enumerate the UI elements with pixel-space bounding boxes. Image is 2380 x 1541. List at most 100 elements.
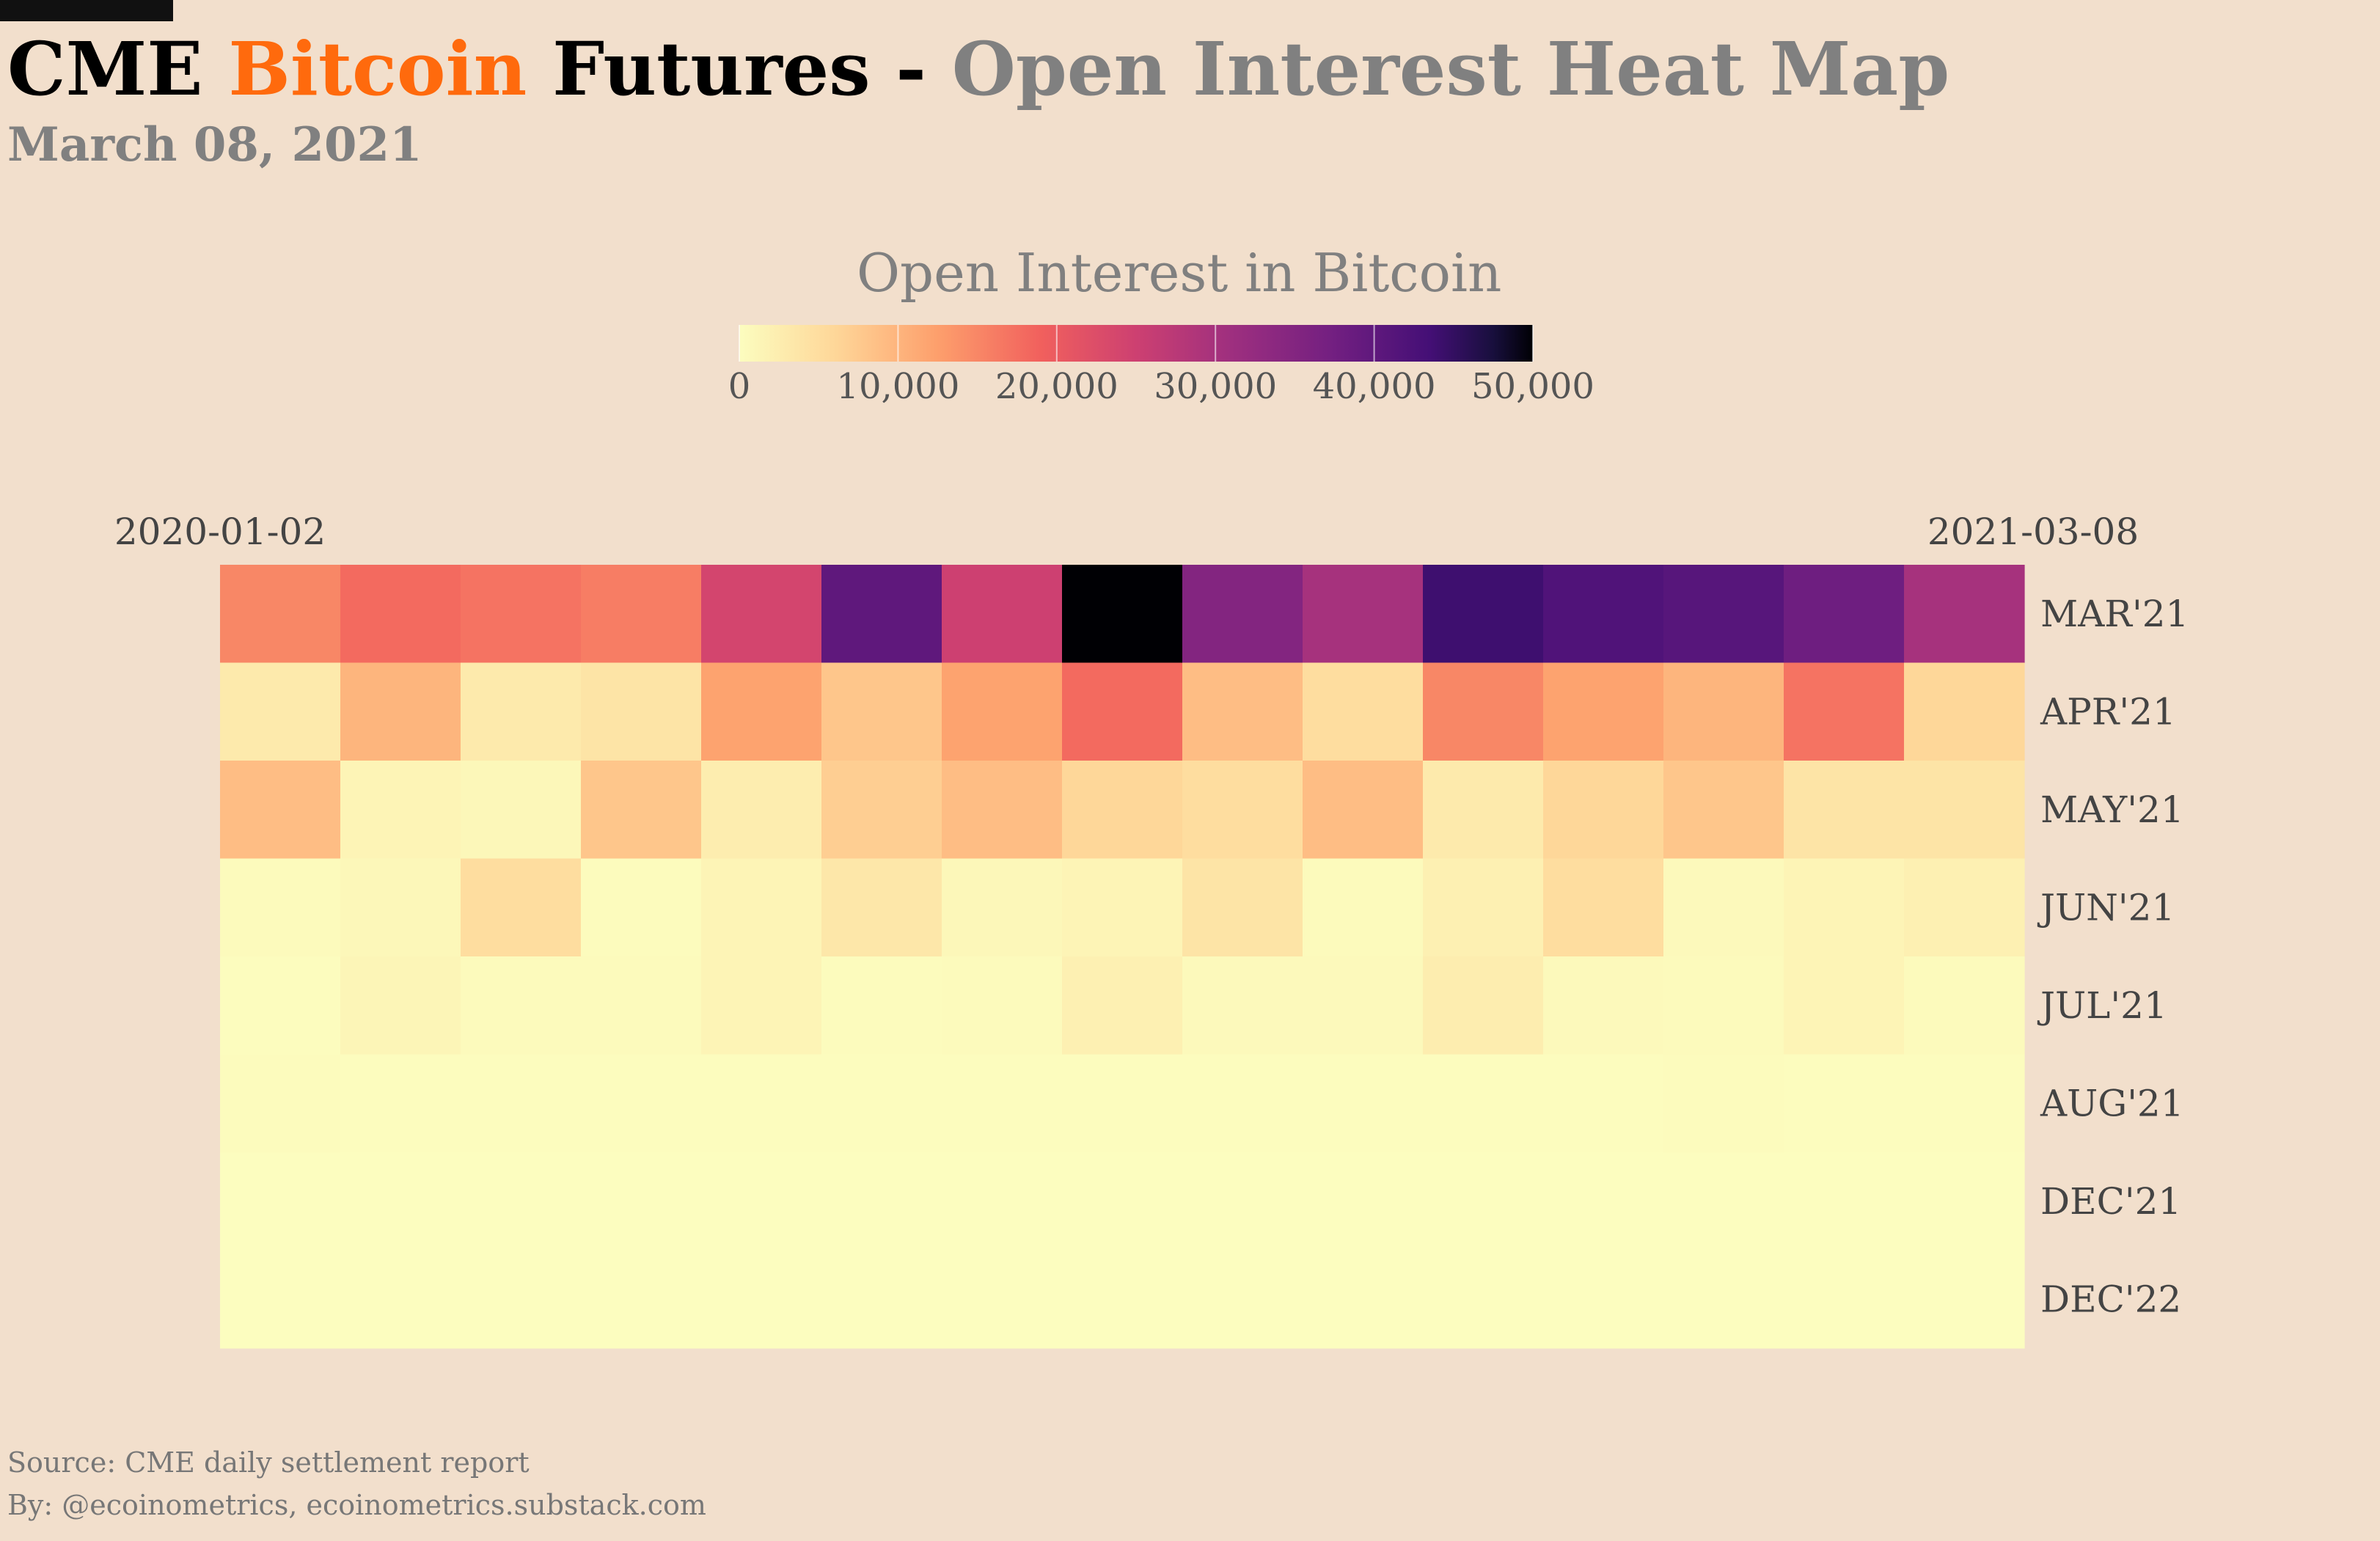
heatmap-cell	[821, 761, 942, 860]
heatmap-cell	[1904, 565, 2025, 664]
heatmap-cell	[581, 565, 702, 664]
row-label: MAR'21	[2040, 593, 2189, 635]
heatmap-cell	[1182, 565, 1303, 664]
heatmap-cell	[581, 858, 702, 957]
heatmap-cell	[220, 858, 341, 957]
heatmap-cell	[821, 1250, 942, 1349]
heatmap-cell	[1904, 858, 2025, 957]
heatmap-cell	[1182, 858, 1303, 957]
heatmap-row	[220, 761, 2025, 860]
author-note: By: @ecoinometrics, ecoinometrics.substa…	[7, 1489, 706, 1521]
heatmap-cell	[1543, 956, 1664, 1055]
heatmap-cell	[1423, 1054, 1544, 1153]
heatmap-cell	[461, 1250, 582, 1349]
heatmap-cell	[340, 858, 461, 957]
heatmap-cell	[1062, 1054, 1183, 1153]
heatmap-cells	[220, 565, 2025, 1349]
heatmap-cell	[1182, 956, 1303, 1055]
chart-title: CME Bitcoin Futures - Open Interest Heat…	[7, 25, 1949, 113]
heatmap-cell	[1663, 761, 1784, 860]
heatmap-cell	[1303, 1152, 1424, 1251]
x-start-label: 2020-01-02	[114, 510, 326, 553]
heatmap-cell	[461, 761, 582, 860]
colorbar-tick-label: 40,000	[1313, 366, 1436, 407]
heatmap-cell	[220, 565, 341, 664]
heatmap-cell	[821, 1054, 942, 1153]
heatmap-cell	[1303, 1250, 1424, 1349]
heatmap-cell	[1423, 1250, 1544, 1349]
heatmap-cell	[1904, 956, 2025, 1055]
heatmap-cell	[461, 1152, 582, 1251]
heatmap-cell	[1303, 858, 1424, 957]
heatmap-cell	[340, 1054, 461, 1153]
heatmap-cell	[1182, 662, 1303, 761]
heatmap-cell	[701, 956, 822, 1055]
heatmap-cell	[1663, 565, 1784, 664]
heatmap-cell	[942, 565, 1063, 664]
heatmap-row	[220, 1054, 2025, 1153]
title-part-bitcoin: Bitcoin	[228, 26, 527, 112]
heatmap-cell	[220, 662, 341, 761]
heatmap-cell	[1904, 1152, 2025, 1251]
top-accent-bar	[0, 0, 173, 21]
heatmap-cell	[942, 1250, 1063, 1349]
heatmap-cell	[942, 1152, 1063, 1251]
heatmap-cell	[1784, 1152, 1905, 1251]
heatmap-cell	[1303, 565, 1424, 664]
colorbar-tick-label: 50,000	[1471, 366, 1594, 407]
colorbar-title: Open Interest in Bitcoin	[857, 242, 1502, 304]
heatmap-cell	[1062, 662, 1183, 761]
title-part-futures: Futures -	[527, 26, 952, 112]
heatmap-cell	[1423, 565, 1544, 664]
heatmap-cell	[1182, 761, 1303, 860]
colorbar: 0 10,000 20,000 30,000 40,000 50,000	[728, 325, 1594, 407]
row-label: DEC'21	[2040, 1180, 2181, 1223]
heatmap-cell	[581, 1152, 702, 1251]
heatmap-cell	[1904, 1054, 2025, 1153]
row-label: DEC'22	[2040, 1278, 2181, 1320]
heatmap-cell	[1303, 761, 1424, 860]
heatmap-cell	[1423, 956, 1544, 1055]
heatmap-cell	[1663, 1250, 1784, 1349]
heatmap-cell	[1423, 662, 1544, 761]
heatmap-cell	[581, 956, 702, 1055]
heatmap-cell	[461, 858, 582, 957]
heatmap-cell	[340, 956, 461, 1055]
heatmap-cell	[821, 1152, 942, 1251]
title-part-cme: CME	[7, 26, 229, 112]
heatmap-cell	[701, 858, 822, 957]
heatmap-cell	[1784, 1250, 1905, 1349]
heatmap-cell	[1182, 1054, 1303, 1153]
row-label: JUL'21	[2037, 984, 2167, 1027]
heatmap-row	[220, 858, 2025, 957]
heatmap-cell	[220, 1054, 341, 1153]
heatmap-cell	[581, 1250, 702, 1349]
heatmap-cell	[701, 662, 822, 761]
heatmap-cell	[1423, 858, 1544, 957]
heatmap-cell	[581, 662, 702, 761]
heatmap-cell	[701, 1152, 822, 1251]
heatmap-cell	[1062, 565, 1183, 664]
source-note: Source: CME daily settlement report	[7, 1446, 530, 1479]
y-axis-labels: MAR'21 APR'21 MAY'21 JUN'21 JUL'21 AUG'21 DEC'…	[2037, 593, 2189, 1321]
heatmap-cell	[340, 761, 461, 860]
heatmap-cell	[1663, 1152, 1784, 1251]
heatmap-cell	[821, 662, 942, 761]
heatmap-cell	[821, 956, 942, 1055]
heatmap-cell	[461, 1054, 582, 1153]
row-label: AUG'21	[2040, 1082, 2184, 1124]
heatmap-row	[220, 1152, 2025, 1251]
heatmap-cell	[461, 956, 582, 1055]
heatmap-cell	[220, 956, 341, 1055]
heatmap-cell	[701, 565, 822, 664]
heatmap-row	[220, 956, 2025, 1055]
heatmap-cell	[461, 565, 582, 664]
heatmap-cell	[1062, 1152, 1183, 1251]
heatmap-cell	[1543, 1152, 1664, 1251]
heatmap-cell	[1784, 662, 1905, 761]
heatmap-cell	[461, 662, 582, 761]
colorbar-tick-label: 0	[728, 366, 751, 407]
heatmap-cell	[1543, 565, 1664, 664]
heatmap-cell	[1663, 858, 1784, 957]
